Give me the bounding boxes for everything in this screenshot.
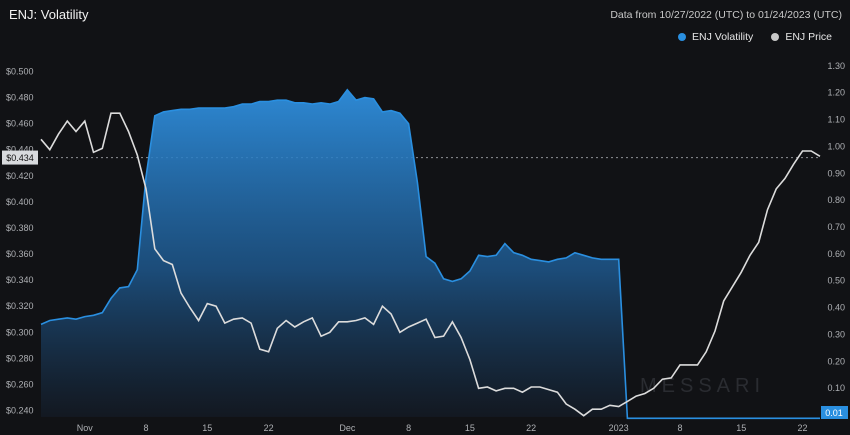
chart-legend: ENJ Volatility ENJ Price [678,31,832,43]
price-line [40,112,821,417]
chart-title: ENJ: Volatility [9,7,89,22]
legend-label-volatility: ENJ Volatility [692,31,754,43]
x-tick-label: Dec [339,423,356,433]
left-tick-label: $0.440 [6,145,34,155]
x-tick-label: 15 [202,423,212,433]
left-tick-label: $0.420 [6,171,34,181]
left-tick-label: $0.320 [6,301,34,311]
left-tick-label: $0.280 [6,353,34,363]
right-tick-label: 0.10 [827,383,845,393]
right-tick-label: 0.30 [827,329,845,339]
left-tick-label: $0.300 [6,327,34,337]
x-tick-label: 22 [797,423,807,433]
price-marker-label: $0.434 [6,153,34,163]
left-tick-label: $0.500 [6,67,34,77]
right-tick-label: 1.00 [827,141,845,151]
left-tick-label: $0.480 [6,93,34,103]
right-tick-label: 0.70 [827,222,845,232]
x-tick-label: 22 [264,423,274,433]
price-dot-icon [771,33,780,41]
price-marker-badge [2,150,38,165]
volatility-marker-badge [821,406,848,419]
volatility-marker-label: 0.01 [825,408,843,418]
right-tick-label: 1.10 [827,115,845,125]
messari-watermark: MESSARI [640,375,765,397]
x-tick-label: 2023 [609,423,629,433]
left-tick-label: $0.380 [6,223,34,233]
legend-label-price: ENJ Price [785,31,832,43]
right-tick-label: 0.20 [827,356,845,366]
legend-item-volatility[interactable]: ENJ Volatility [678,31,753,43]
x-tick-label: 15 [465,423,475,433]
x-tick-label: 15 [736,423,746,433]
left-tick-label: $0.240 [6,405,34,415]
volatility-line [40,88,820,420]
right-tick-label: 0.80 [827,195,845,205]
x-tick-label: 8 [144,423,149,433]
x-tick-label: 8 [406,423,411,433]
right-tick-label: 0.90 [827,168,845,178]
legend-item-price[interactable]: ENJ Price [771,31,832,43]
left-tick-label: $0.360 [6,249,34,259]
date-range-label: Data from 10/27/2022 (UTC) to 01/24/2023… [610,9,842,21]
left-tick-label: $0.400 [6,197,34,207]
x-tick-label: 22 [526,423,536,433]
right-tick-label: 0.50 [827,276,845,286]
right-tick-label: 0.60 [827,249,845,259]
volatility-area [41,89,820,419]
x-tick-label: 8 [677,423,682,433]
left-tick-label: $0.340 [6,275,34,285]
right-tick-label: 1.30 [827,61,845,71]
right-tick-label: 0.40 [827,303,845,313]
right-tick-label: 1.20 [827,88,845,98]
left-tick-label: $0.460 [6,119,34,129]
left-tick-label: $0.260 [6,379,34,389]
x-tick-label: Nov [77,423,94,433]
volatility-dot-icon [678,33,687,41]
